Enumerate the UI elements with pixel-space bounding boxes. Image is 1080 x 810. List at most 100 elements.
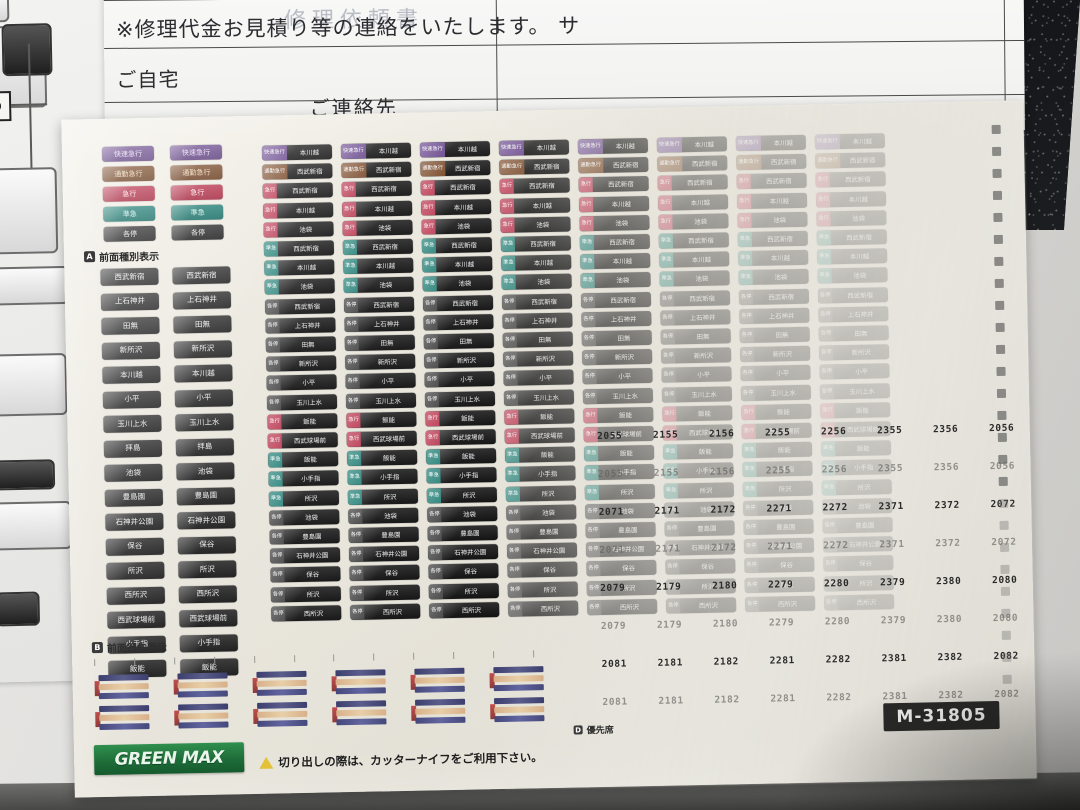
side-display-destination: 西武新宿 <box>849 156 876 166</box>
side-display-destination: 西武新宿 <box>691 159 718 169</box>
decal-text: 池袋 <box>125 467 141 477</box>
side-display-chip: 各停 上石神井 <box>423 313 494 331</box>
car-number: 2371 <box>878 500 904 513</box>
side-display-chip: 各停 田無 <box>660 328 731 345</box>
side-display-destination: 新所沢 <box>851 348 871 358</box>
side-display-type: 快速急行 <box>656 137 682 153</box>
side-display-type: 各停 <box>345 393 361 409</box>
green-max-logo-text: GREEN MAX <box>114 747 224 770</box>
side-display-destination: 西武新宿 <box>373 300 400 310</box>
side-display-type: 各停 <box>587 599 602 616</box>
edge-mark <box>993 234 1003 245</box>
front-destination-chip: 所沢 <box>178 560 237 579</box>
side-display-chip: 各停 保谷 <box>428 563 499 580</box>
decal-text: 小手指 <box>197 637 221 647</box>
side-display-type: 準急 <box>347 470 363 486</box>
side-display-type: 各停 <box>269 529 285 545</box>
side-display-destination: 本川越 <box>296 263 317 273</box>
car-number: 2055 <box>597 468 624 481</box>
instruction-part <box>0 0 10 24</box>
decal-text: 西武新宿 <box>114 271 145 281</box>
side-display-type: 急行 <box>504 409 519 425</box>
side-display-destination: 保谷 <box>701 563 715 572</box>
side-display-destination: 西武新宿 <box>529 182 555 191</box>
side-display-destination: 池袋 <box>536 220 550 230</box>
side-display-destination: 上石神井 <box>768 311 795 321</box>
side-display-destination: 本川越 <box>299 148 320 157</box>
instruction-part <box>0 459 56 491</box>
side-display-chip: 急行 飯能 <box>346 411 417 428</box>
side-display-destination: 田無 <box>775 331 789 340</box>
side-display-type: 快速急行 <box>261 145 287 161</box>
side-display-chip: 急行 本川越 <box>578 195 650 212</box>
side-display-destination: 本川越 <box>773 139 793 148</box>
car-number: 2380 <box>936 613 963 626</box>
side-display-chip: 快速急行 本川越 <box>814 133 886 150</box>
front-destination-chip: 田無 <box>101 316 160 335</box>
side-display-type: 各停 <box>819 364 835 380</box>
side-display-destination: 所沢 <box>306 590 320 599</box>
side-display-destination: 小平 <box>855 367 869 377</box>
side-display-chip: 準急 飯能 <box>347 449 418 467</box>
side-display-chip: 急行 西武球場前 <box>267 432 338 449</box>
side-display-type: 急行 <box>346 412 361 428</box>
front-type-chip: 各停 <box>103 225 156 242</box>
edge-mark <box>994 256 1004 267</box>
side-display-destination: 飯能 <box>619 449 633 458</box>
car-number: 2071 <box>598 506 625 519</box>
side-display-chip: 準急 所沢 <box>268 489 340 507</box>
side-display-type: 各停 <box>345 374 361 390</box>
side-display-chip: 快速急行 本川越 <box>419 141 491 158</box>
side-display-destination: 西所沢 <box>540 604 561 613</box>
side-display-chip: 準急 西武新宿 <box>658 232 729 249</box>
side-display-type: 急行 <box>346 431 362 448</box>
side-display-chip: 準急 西武新宿 <box>816 229 887 246</box>
side-display-destination: 本川越 <box>611 199 631 209</box>
edge-mark <box>996 388 1007 398</box>
side-display-chip: 急行 飯能 <box>504 408 575 425</box>
car-number: 2055 <box>597 430 623 443</box>
side-display-type: 準急 <box>347 450 362 467</box>
side-display-type: 快速急行 <box>814 134 840 150</box>
side-display-chip: 急行 本川越 <box>263 201 334 219</box>
side-display-chip: 急行 池袋 <box>737 211 808 228</box>
side-display-destination: 西武新宿 <box>452 298 479 308</box>
side-display-destination: 保谷 <box>306 571 320 580</box>
side-display-destination: 玉川上水 <box>375 396 402 406</box>
side-display-type: 各停 <box>271 606 286 622</box>
side-display-type: 急行 <box>500 217 516 233</box>
side-display-destination: 池袋 <box>694 217 708 226</box>
side-display-chip: 各停 小平 <box>345 373 416 390</box>
side-display-type: 各停 <box>818 307 833 323</box>
decal-text: 玉川上水 <box>117 418 148 428</box>
side-display-chip: 準急 本川越 <box>659 251 730 268</box>
car-number: 2081 <box>602 696 628 708</box>
side-display-type: 各停 <box>582 369 598 385</box>
side-display-chip: 急行 池袋 <box>263 221 334 238</box>
side-display-chip: 準急 池袋 <box>343 277 414 294</box>
decal-text: 西武球場前 <box>189 613 228 623</box>
side-display-destination: 西武新宿 <box>293 244 319 254</box>
side-display-type: 各停 <box>264 298 280 315</box>
front-destination-chip: 上石神井 <box>172 290 232 310</box>
front-destination-chip: 田無 <box>173 315 232 334</box>
edge-mark <box>995 322 1005 333</box>
side-display-chip: 準急 飯能 <box>504 446 576 464</box>
side-display-type: 急行 <box>504 428 520 444</box>
side-display-type: 各停 <box>423 315 438 331</box>
side-display-type: 準急 <box>821 479 837 496</box>
decal-text: 田無 <box>122 321 139 330</box>
side-display-chip: 準急 飯能 <box>268 451 339 468</box>
side-display-type: 各停 <box>740 385 756 401</box>
side-display-destination: 上石神井 <box>294 321 321 330</box>
side-display-type: 準急 <box>662 444 678 460</box>
side-display-chip: 各停 小平 <box>266 374 337 392</box>
side-display-chip: 各停 西所沢 <box>666 597 737 614</box>
side-display-destination: 西武新宿 <box>687 179 713 188</box>
decal-text: 上石神井 <box>114 296 146 306</box>
edge-mark <box>1001 608 1011 618</box>
side-display-type: 急行 <box>816 211 831 227</box>
front-type-chip: 快速急行 <box>101 145 155 162</box>
side-display-chip: 各停 新所沢 <box>582 349 653 366</box>
side-display-chip: 各停 西武新宿 <box>264 297 336 315</box>
